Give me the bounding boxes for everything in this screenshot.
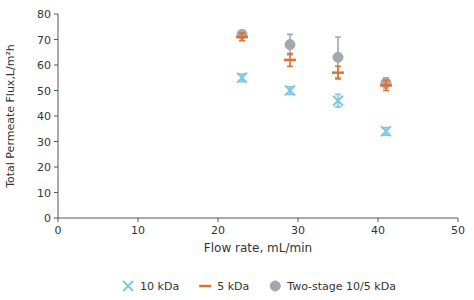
series: [237, 29, 391, 88]
y-tick-label: 70: [37, 34, 51, 47]
x-tick: [458, 218, 459, 222]
x-tick-label: 10: [131, 224, 145, 237]
y-tick-label: 10: [37, 187, 51, 200]
y-tick: [54, 192, 58, 193]
y-tick: [54, 167, 58, 168]
x-tick: [138, 218, 139, 222]
series: [237, 73, 391, 137]
point: [284, 59, 296, 62]
legend-item: 10 kDa: [123, 280, 179, 293]
y-tick: [54, 14, 58, 15]
legend: 10 kDa 5 kDa Two-stage 10/5 kDa: [123, 280, 396, 293]
x-axis-label: Flow rate, mL/min: [204, 241, 312, 255]
legend-label: 10 kDa: [140, 280, 179, 293]
x-tick: [218, 218, 219, 222]
axes: 0 10 20 30 40 50 0 10 20 30 40 50 60 70 80: [37, 8, 465, 237]
x-tick-label: 0: [55, 224, 62, 237]
legend-item: Two-stage 10/5 kDa: [270, 280, 396, 293]
chart: 0 10 20 30 40 50 0 10 20 30 40 50 60 70 80 Flow rate, m…: [0, 0, 474, 300]
y-tick-label: 20: [37, 161, 51, 174]
point: [237, 73, 247, 83]
point: [236, 36, 248, 39]
x-tick-label: 30: [291, 224, 305, 237]
y-tick-label: 0: [44, 212, 51, 225]
y-tick: [54, 90, 58, 91]
y-tick-label: 30: [37, 136, 51, 149]
y-tick-label: 60: [37, 59, 51, 72]
y-tick: [54, 116, 58, 117]
series: [236, 33, 392, 90]
legend-label: 5 kDa: [217, 280, 249, 293]
y-tick-label: 50: [37, 85, 51, 98]
point: [333, 96, 343, 106]
point: [381, 126, 391, 136]
x-tick: [58, 218, 59, 222]
y-tick: [54, 65, 58, 66]
point: [285, 86, 295, 96]
y-tick-label: 80: [37, 8, 51, 21]
legend-symbol: [270, 281, 280, 291]
point: [285, 40, 295, 50]
x-tick-label: 40: [371, 224, 385, 237]
legend-label: Two-stage 10/5 kDa: [286, 280, 396, 293]
x-tick: [378, 218, 379, 222]
x-axis-line: [58, 218, 458, 219]
x-tick-label: 20: [211, 224, 225, 237]
point: [332, 71, 344, 74]
point: [380, 84, 392, 87]
y-tick: [54, 39, 58, 40]
legend-symbol: [123, 281, 133, 291]
y-tick-label: 40: [37, 110, 51, 123]
x-tick-label: 50: [451, 224, 465, 237]
legend-item: 5 kDa: [199, 280, 249, 293]
plot-area: [236, 29, 392, 136]
legend-symbol: [199, 285, 211, 288]
y-axis-label: Total Permeate Flux,L/m²h: [4, 44, 17, 189]
y-tick: [54, 141, 58, 142]
y-tick: [54, 218, 58, 219]
x-tick: [298, 218, 299, 222]
point: [333, 52, 343, 62]
